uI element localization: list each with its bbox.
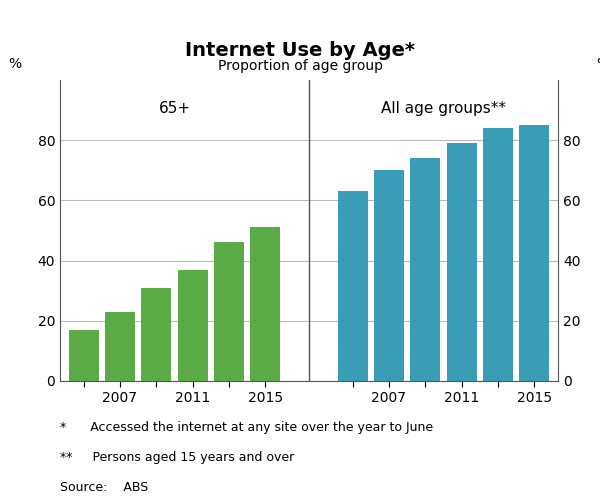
Text: Proportion of age group: Proportion of age group [218, 59, 383, 73]
Text: Source:    ABS: Source: ABS [60, 481, 148, 494]
Bar [447, 143, 476, 381]
Text: **     Persons aged 15 years and over: ** Persons aged 15 years and over [60, 451, 294, 464]
Bar [374, 170, 404, 381]
Text: %: % [8, 57, 22, 71]
Bar [178, 270, 208, 381]
Text: Internet Use by Age*: Internet Use by Age* [185, 41, 415, 60]
Bar [483, 128, 513, 381]
Bar [214, 242, 244, 381]
Text: %: % [596, 57, 600, 71]
Bar [142, 288, 171, 381]
Text: 65+: 65+ [158, 101, 191, 116]
Bar [105, 312, 135, 381]
Bar [520, 125, 549, 381]
Text: All age groups**: All age groups** [381, 101, 506, 116]
Text: *      Accessed the internet at any site over the year to June: * Accessed the internet at any site over… [60, 421, 433, 434]
Bar [250, 227, 280, 381]
Bar [338, 191, 368, 381]
Bar [69, 330, 98, 381]
Bar [410, 158, 440, 381]
